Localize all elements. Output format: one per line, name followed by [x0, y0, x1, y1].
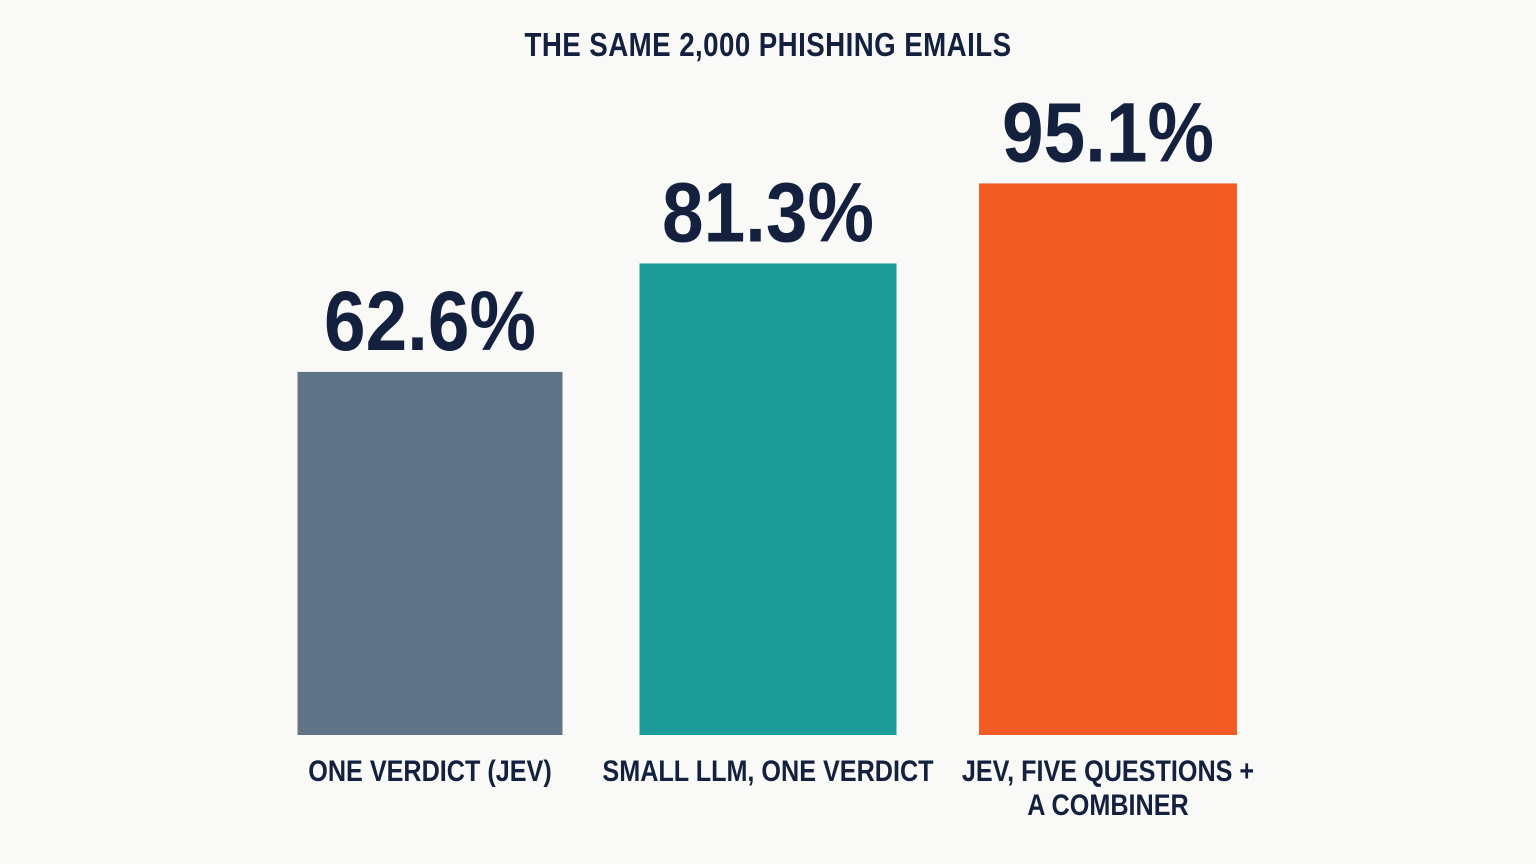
value-label-3: 95.1%	[1002, 85, 1214, 179]
value-label-1: 62.6%	[324, 274, 536, 368]
value-label-2: 81.3%	[662, 165, 874, 259]
bar-2	[639, 263, 897, 735]
category-label-3-line-1: JEV, FIVE QUESTIONS +	[962, 754, 1254, 788]
chart-title: THE SAME 2,000 PHISHING EMAILS	[524, 26, 1012, 63]
category-label-1: ONE VERDICT (JEV)	[308, 754, 551, 788]
category-label-3-line-2: A COMBINER	[1027, 788, 1188, 822]
category-label-2: SMALL LLM, ONE VERDICT	[602, 754, 933, 788]
bar-1	[297, 371, 563, 735]
bar-3	[979, 183, 1237, 736]
